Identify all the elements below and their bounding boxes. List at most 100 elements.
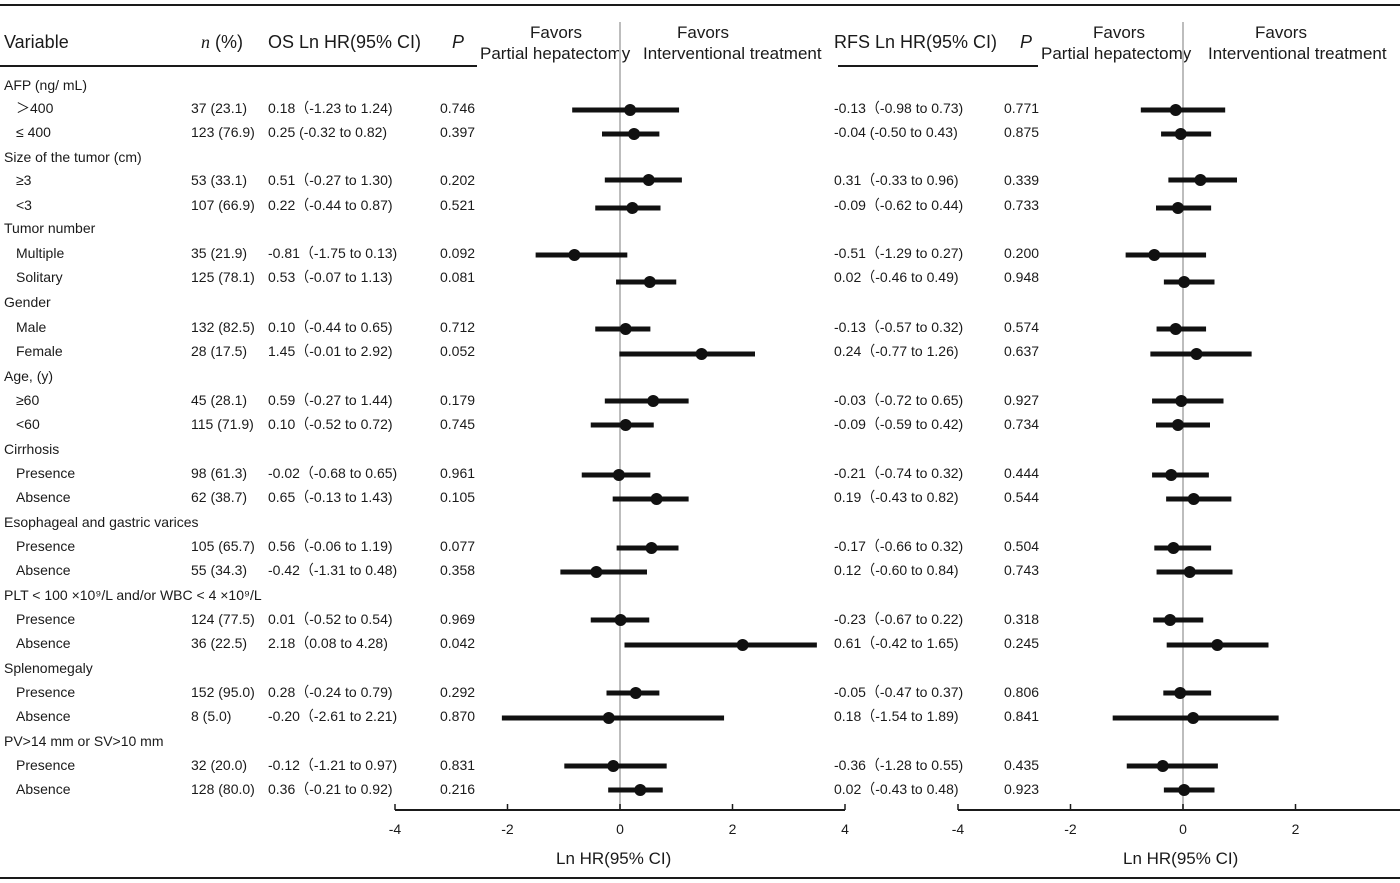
os-favors-right-2: Interventional treatment [643,44,822,63]
row-label: Presence [16,538,76,554]
os-hr-value: 0.28（-0.24 to 0.79) [268,684,393,700]
rfs-point-estimate [1171,202,1184,214]
rfs-p-value: 0.544 [1004,489,1040,505]
rfs-favors-left-2: Partial hepatectomy [1041,44,1192,63]
rfs-hr-value: -0.13（-0.57 to 0.32) [834,319,964,335]
rfs-hr-value: -0.09（-0.62 to 0.44) [834,197,964,213]
rfs-point-estimate [1183,566,1196,578]
group-label: AFP (ng/ mL) [4,77,87,93]
os-hr-value: -0.02（-0.68 to 0.65) [268,465,398,481]
os-point-estimate [590,566,603,578]
rfs-hr-value: 0.24（-0.77 to 1.26) [834,343,959,359]
row-label: Presence [16,684,76,700]
os-point-estimate [695,348,708,360]
rfs-p-value: 0.841 [1004,708,1040,724]
row-label: Solitary [16,269,63,285]
row-label: ≥3 [16,172,32,188]
os-hr-value: 0.10（-0.52 to 0.72) [268,416,393,432]
n-value: 115 (71.9) [191,416,254,432]
n-value: 107 (66.9) [191,197,255,213]
row-label: Absence [16,489,71,505]
rfs-point-estimate [1194,174,1207,186]
rfs-x-tick-label: -2 [1064,821,1077,837]
os-point-estimate [607,760,620,772]
group-label: PV>14 mm or SV>10 mm [4,733,164,749]
header-underline-right [838,65,1038,67]
rfs-hr-value: -0.05（-0.47 to 0.37) [834,684,964,700]
rfs-hr-header: RFS Ln HR(95% CI) [834,32,998,52]
rfs-hr-value: 0.12（-0.60 to 0.84) [834,562,959,578]
rfs-x-tick-label: 2 [1292,821,1300,837]
rfs-p-value: 0.339 [1004,172,1040,188]
os-p-value: 0.052 [440,343,476,359]
n-value: 8 (5.0) [191,708,232,724]
rfs-point-estimate [1171,419,1184,431]
group-label: Size of the tumor (cm) [4,149,142,165]
rfs-x-tick-label: 0 [1179,821,1187,837]
os-p-value: 0.105 [440,489,476,505]
rfs-point-estimate [1174,687,1187,699]
group-label: Age, (y) [4,368,54,384]
os-point-estimate [619,323,632,335]
os-p-value: 0.092 [440,245,476,261]
row-label: Absence [16,781,71,797]
n-value: 28 (17.5) [191,343,248,359]
os-p-value: 0.870 [440,708,476,724]
os-point-estimate [645,542,658,554]
os-point-estimate [647,395,660,407]
n-value: 37 (23.1) [191,100,248,116]
rfs-hr-value: -0.21（-0.74 to 0.32) [834,465,964,481]
row-label: <3 [16,197,32,213]
os-p-value: 0.746 [440,100,476,116]
rfs-point-estimate [1187,493,1200,505]
os-p-value: 0.292 [440,684,476,700]
os-favors-left-1: Favors [530,23,582,42]
row-label: Presence [16,465,76,481]
variable-header: Variable [4,32,69,52]
os-p-value: 0.042 [440,635,476,651]
rfs-hr-value: 0.02（-0.46 to 0.49) [834,269,959,285]
rfs-hr-value: 0.61（-0.42 to 1.65) [834,635,959,651]
os-p-value: 0.521 [440,197,476,213]
rfs-hr-value: -0.36（-1.28 to 0.55) [834,757,964,773]
rfs-point-estimate [1164,614,1177,626]
row-label: Absence [16,562,71,578]
rfs-point-estimate [1211,639,1224,651]
os-hr-value: -0.12（-1.21 to 0.97) [268,757,398,773]
rfs-p-value: 0.927 [1004,392,1040,408]
os-hr-header: OS Ln HR(95% CI) [268,32,422,52]
os-point-estimate [642,174,655,186]
rfs-hr-value: 0.18（-1.54 to 1.89) [834,708,959,724]
os-hr-value: 1.45（-0.01 to 2.92) [268,343,393,359]
rfs-p-value: 0.771 [1004,100,1040,116]
os-x-tick-label: 4 [841,821,849,837]
n-value: 124 (77.5) [191,611,255,627]
os-point-estimate [612,469,625,481]
row-label: ≥60 [16,392,40,408]
os-p-value: 0.745 [440,416,476,432]
rfs-favors-right-1: Favors [1255,23,1307,42]
row-label: Presence [16,757,76,773]
rfs-p-value: 0.743 [1004,562,1040,578]
n-value: 36 (22.5) [191,635,248,651]
n-value: 123 (76.9) [191,124,255,140]
os-hr-value: 2.18（0.08 to 4.28) [268,635,388,651]
n-value: 53 (33.1) [191,172,248,188]
rfs-hr-value: -0.51（-1.29 to 0.27) [834,245,964,261]
rfs-x-tick-label: -4 [952,821,965,837]
row-label: Female [16,343,63,359]
group-label: Splenomegaly [4,660,93,676]
os-point-estimate [626,202,639,214]
os-point-estimate [629,687,642,699]
os-hr-value: 0.25 (-0.32 to 0.82) [268,124,388,140]
os-point-estimate [619,419,632,431]
rfs-p-value: 0.948 [1004,269,1040,285]
n-value: 32 (20.0) [191,757,248,773]
group-label: PLT < 100 ×10⁹/L and/or WBC < 4 ×10⁹/L [4,587,262,603]
rfs-point-estimate [1156,760,1169,772]
rfs-p-value: 0.637 [1004,343,1040,359]
rfs-p-value: 0.875 [1004,124,1040,140]
os-hr-value: 0.18（-1.23 to 1.24) [268,100,393,116]
rfs-p-value: 0.733 [1004,197,1040,213]
os-point-estimate [643,276,656,288]
